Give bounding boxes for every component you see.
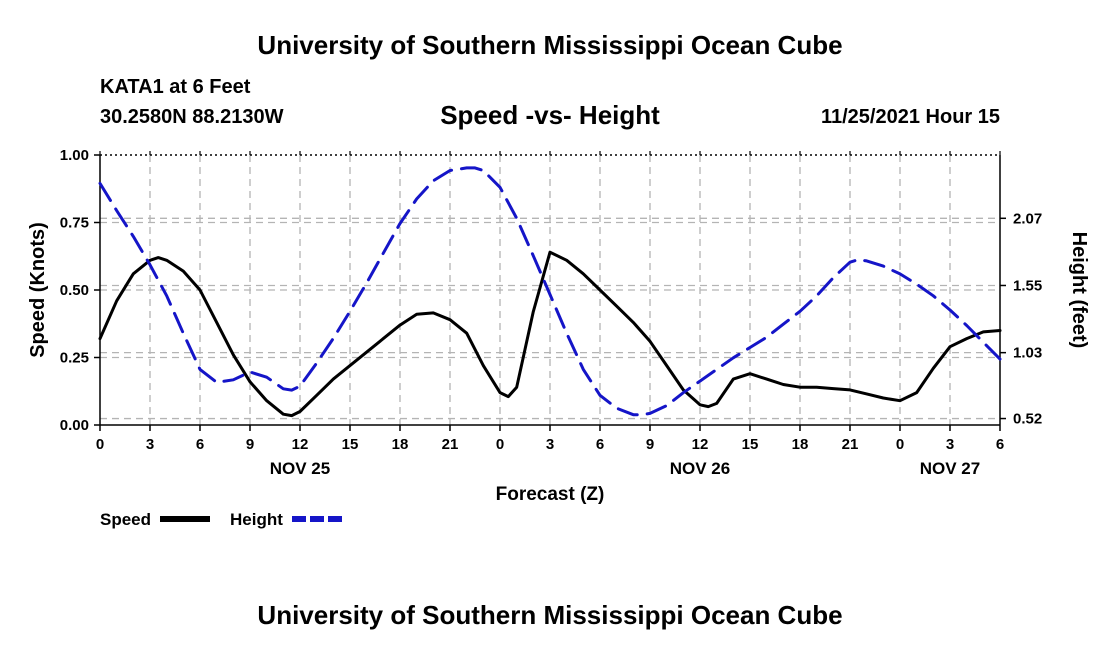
- chart-axes: [94, 151, 1006, 431]
- x-tick-label: 3: [146, 436, 154, 453]
- speed-series-line: [98, 250, 1002, 418]
- chart-labels: 0 3 6 9 12 15 18 21 0 3 6 9 12 15 18 21 0 3 6 0.00 0.25 0.50 0…: [27, 147, 1090, 505]
- x-tick-label: 3: [946, 436, 954, 453]
- x-tick-label: 0: [96, 436, 104, 453]
- y-tick-label: 0.00: [60, 417, 89, 434]
- page-title: University of Southern Mississippi Ocean…: [257, 30, 843, 60]
- y-tick-label: 0.25: [60, 350, 89, 367]
- y2-tick-label: 0.52: [1013, 411, 1042, 428]
- x-tick-label: 9: [246, 436, 254, 453]
- x-tick-label: 21: [842, 436, 859, 453]
- x-tick-label: 6: [996, 436, 1004, 453]
- x-tick-label: 15: [742, 436, 759, 453]
- y2-tick-label: 2.07: [1013, 210, 1042, 227]
- date-label: NOV 26: [670, 459, 730, 478]
- y2-tick-label: 1.03: [1013, 345, 1042, 362]
- station-label: KATA1 at 6 Feet: [100, 76, 251, 98]
- chart-grid: [100, 155, 1000, 425]
- x-tick-label: 3: [546, 436, 554, 453]
- date-label: NOV 25: [270, 459, 330, 478]
- y-axis-title: Speed (Knots): [27, 222, 49, 358]
- x-tick-label: 12: [292, 436, 309, 453]
- x-tick-label: 15: [342, 436, 359, 453]
- chart-series: [98, 166, 1002, 418]
- y-tick-label: 0.75: [60, 215, 89, 232]
- x-tick-label: 18: [392, 436, 409, 453]
- legend-label-height: Height: [230, 510, 283, 529]
- height-series-line: [98, 166, 1002, 417]
- x-tick-label: 6: [596, 436, 604, 453]
- x-tick-label: 0: [896, 436, 904, 453]
- coordinates-label: 30.2580N 88.2130W: [100, 106, 284, 128]
- x-tick-label: 21: [442, 436, 459, 453]
- y-tick-label: 1.00: [60, 147, 89, 164]
- date-label: NOV 27: [920, 459, 980, 478]
- x-tick-label: 6: [196, 436, 204, 453]
- chart-title: Speed -vs- Height: [440, 100, 660, 130]
- x-tick-label: 18: [792, 436, 809, 453]
- legend-label-speed: Speed: [100, 510, 151, 529]
- footer-title: University of Southern Mississippi Ocean…: [257, 600, 843, 630]
- x-tick-label: 9: [646, 436, 654, 453]
- x-tick-label: 0: [496, 436, 504, 453]
- x-axis-title: Forecast (Z): [496, 484, 605, 505]
- x-tick-label: 12: [692, 436, 709, 453]
- chart-legend: Speed Height: [100, 510, 342, 529]
- y2-axis-title: Height (feet): [1068, 232, 1090, 349]
- y2-tick-label: 1.55: [1013, 277, 1042, 294]
- forecast-datetime: 11/25/2021 Hour 15: [820, 106, 1000, 128]
- y-tick-label: 0.50: [60, 282, 89, 299]
